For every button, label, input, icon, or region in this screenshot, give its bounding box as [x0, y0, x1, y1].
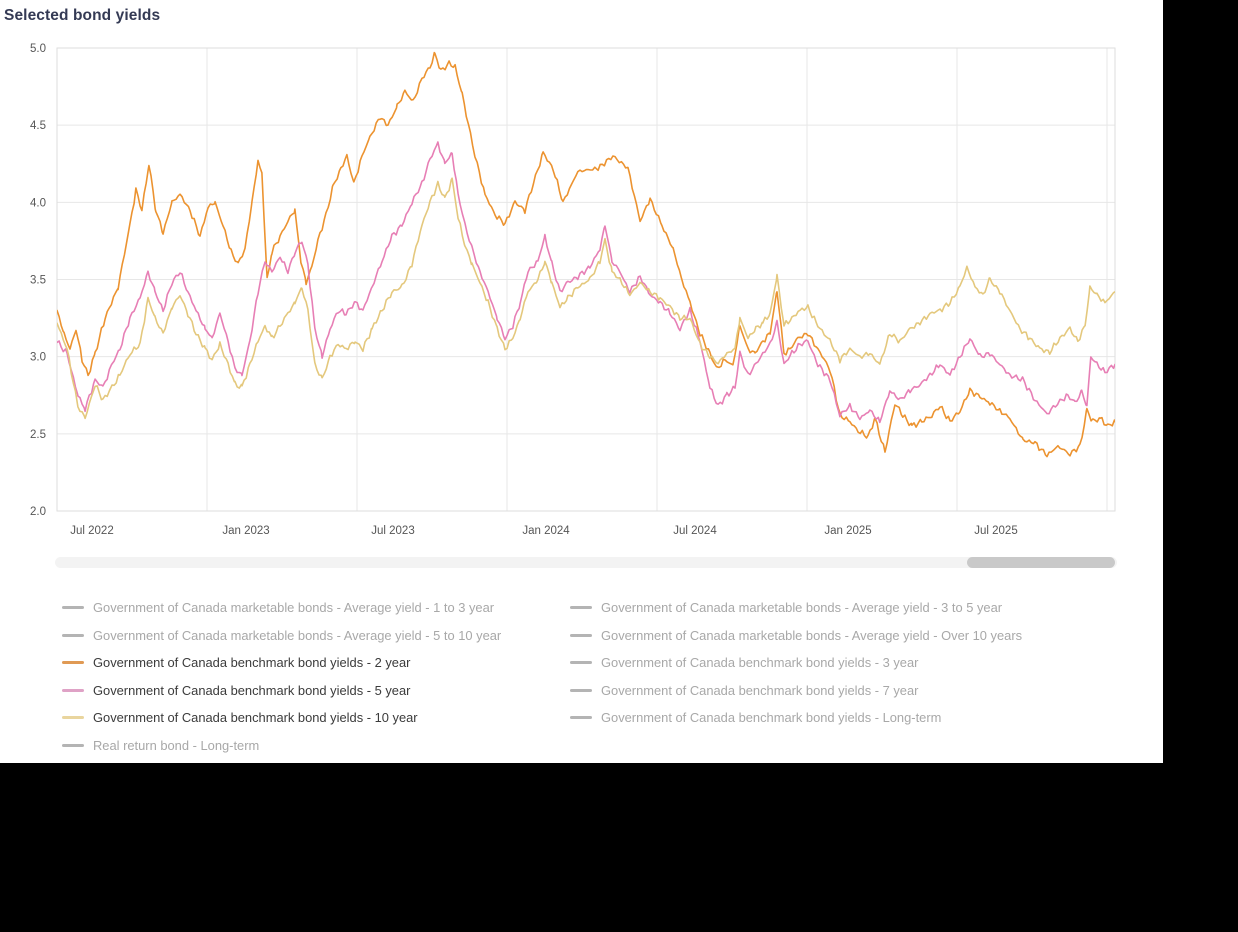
legend-column-right: Government of Canada marketable bonds - …: [570, 594, 1090, 732]
legend-swatch-icon: [62, 688, 84, 692]
legend-item[interactable]: Real return bond - Long-term: [62, 732, 562, 760]
legend-item[interactable]: Government of Canada benchmark bond yiel…: [570, 649, 1090, 677]
legend-item-label: Real return bond - Long-term: [93, 737, 260, 753]
legend-swatch-icon: [570, 661, 592, 665]
legend-item[interactable]: Government of Canada marketable bonds - …: [570, 594, 1090, 622]
svg-text:Jul 2022: Jul 2022: [70, 525, 113, 537]
chart-gridlines: [56, 47, 1116, 512]
series-line-2-year: [57, 51, 1115, 458]
legend-item[interactable]: Government of Canada marketable bonds - …: [62, 622, 562, 650]
chart-title: Selected bond yields: [4, 7, 161, 24]
svg-text:Jan 2024: Jan 2024: [522, 525, 570, 537]
legend-item-label: Government of Canada marketable bonds - …: [93, 627, 502, 643]
legend-swatch-icon: [570, 606, 592, 610]
svg-text:2.0: 2.0: [30, 506, 46, 518]
legend-item[interactable]: Government of Canada marketable bonds - …: [570, 622, 1090, 650]
legend-swatch-icon: [570, 688, 592, 692]
svg-text:Jan 2025: Jan 2025: [824, 525, 871, 537]
chart-scrollbar-thumb[interactable]: [967, 557, 1115, 568]
letterbox-bottom: [0, 763, 1238, 932]
legend-item[interactable]: Government of Canada marketable bonds - …: [62, 594, 562, 622]
plot-area[interactable]: [57, 48, 1115, 511]
svg-text:4.0: 4.0: [30, 197, 46, 209]
legend-item-label: Government of Canada benchmark bond yiel…: [601, 710, 942, 726]
svg-text:2.5: 2.5: [30, 429, 46, 441]
svg-text:3.5: 3.5: [30, 275, 46, 287]
legend-swatch-icon: [62, 743, 84, 747]
y-axis-labels: 5.0 4.5 4.0 3.5 3.0 2.5 2.0: [30, 43, 46, 518]
legend-item-label: Government of Canada marketable bonds - …: [93, 600, 495, 616]
legend-item-label: Government of Canada benchmark bond yiel…: [601, 682, 919, 698]
legend-item-label: Government of Canada benchmark bond yiel…: [93, 710, 418, 726]
svg-text:5.0: 5.0: [30, 43, 46, 55]
legend-item[interactable]: Government of Canada benchmark bond yiel…: [570, 677, 1090, 705]
series-line-10-year: [57, 177, 1115, 420]
legend-item[interactable]: Government of Canada benchmark bond yiel…: [62, 677, 562, 705]
legend-item-label: Government of Canada benchmark bond yiel…: [601, 655, 919, 671]
legend-item[interactable]: Government of Canada benchmark bond yiel…: [62, 649, 562, 677]
legend-item-label: Government of Canada benchmark bond yiel…: [93, 655, 411, 671]
svg-text:Jul 2023: Jul 2023: [371, 525, 414, 537]
legend-item-label: Government of Canada benchmark bond yiel…: [93, 682, 411, 698]
svg-text:Jul 2024: Jul 2024: [673, 525, 717, 537]
svg-text:3.0: 3.0: [30, 352, 46, 364]
legend-column-left: Government of Canada marketable bonds - …: [62, 594, 562, 759]
legend-swatch-icon: [570, 633, 592, 637]
legend-item-label: Government of Canada marketable bonds - …: [601, 600, 1003, 616]
legend-swatch-icon: [62, 661, 84, 665]
legend-item[interactable]: Government of Canada benchmark bond yiel…: [62, 704, 562, 732]
chart-panel: Selected bond yields 5.0 4.5 4.0 3.5 3.0 2.5 2…: [0, 0, 1163, 763]
chart-scrollbar-track[interactable]: [55, 557, 1117, 568]
yield-line-chart: 5.04.54.03.53.02.52.0 Jul 2022 Jan 2023 Ju…: [30, 43, 1116, 537]
svg-text:4.5: 4.5: [30, 120, 46, 132]
legend-item[interactable]: Government of Canada benchmark bond yiel…: [570, 704, 1090, 732]
svg-text:Jan 2023: Jan 2023: [222, 525, 269, 537]
legend-swatch-icon: [570, 716, 592, 720]
legend-swatch-icon: [62, 716, 84, 720]
legend-swatch-icon: [62, 633, 84, 637]
legend-item-label: Government of Canada marketable bonds - …: [601, 627, 1023, 643]
series-line-5-year: [57, 141, 1115, 424]
x-axis-labels: Jul 2022 Jan 2023 Jul 2023 Jan 2024 Jul 2024…: [70, 525, 1017, 537]
chart-series-lines: [57, 51, 1115, 458]
svg-text:Jul 2025: Jul 2025: [974, 525, 1017, 537]
legend-swatch-icon: [62, 606, 84, 610]
